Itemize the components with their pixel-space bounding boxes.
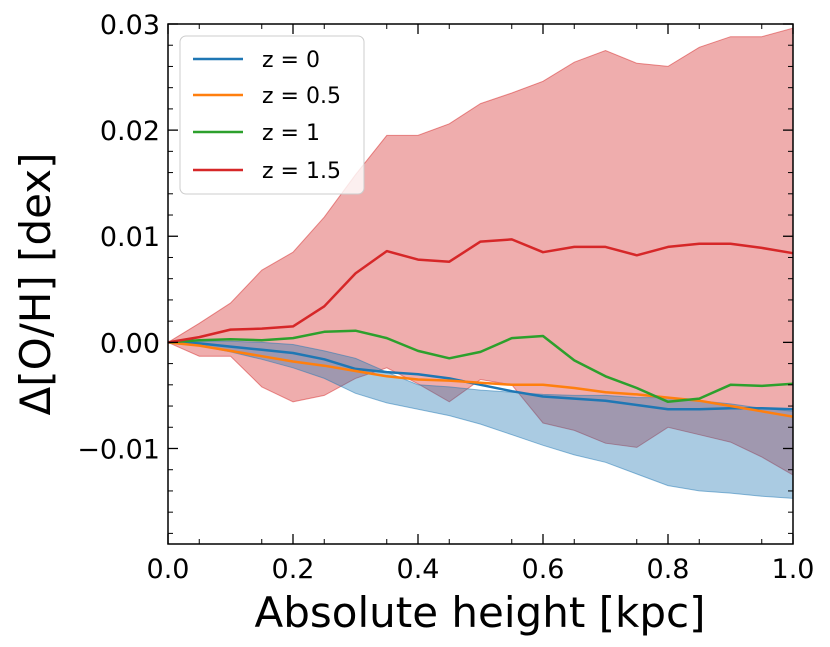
y-tick-label: 0.03 [100, 10, 160, 41]
x-axis-title: Absolute height [kpc] [255, 588, 706, 637]
y-axis-title: Δ[O/H] [dex] [11, 152, 60, 415]
tick-labels: 0.0 0.2 0.4 0.6 0.8 1.0 −0.01 0.00 0.01 0.02 0.03 [77, 10, 814, 585]
axis-ticks [167, 23, 794, 544]
plot-frame [167, 23, 794, 545]
x-tick-label: 0.4 [397, 554, 440, 585]
x-tick-label: 0.8 [647, 554, 690, 585]
series-line-z0 [167, 341, 794, 411]
confidence-bands [166, 27, 794, 499]
legend: z = 0 z = 0.5 z = 1 z = 1.5 [179, 35, 365, 195]
y-tick-label: 0.02 [100, 116, 160, 147]
x-tick-label: 0.6 [522, 554, 565, 585]
series-line-z1p5 [167, 238, 794, 344]
x-tick-label: 1.0 [772, 554, 815, 585]
legend-label-z15: z = 1.5 [262, 159, 341, 184]
legend-box [179, 35, 365, 195]
legend-label-z05: z = 0.5 [262, 84, 341, 109]
legend-label-z0: z = 0 [262, 48, 320, 73]
legend-label-z1: z = 1 [262, 121, 320, 146]
x-tick-label: 0.0 [147, 554, 190, 585]
y-tick-label: 0.01 [100, 222, 160, 253]
y-tick-label: −0.01 [77, 434, 160, 465]
x-tick-label: 0.2 [272, 554, 315, 585]
series-lines [167, 238, 794, 418]
y-tick-label: 0.00 [100, 328, 160, 359]
series-line-z1 [167, 329, 794, 404]
